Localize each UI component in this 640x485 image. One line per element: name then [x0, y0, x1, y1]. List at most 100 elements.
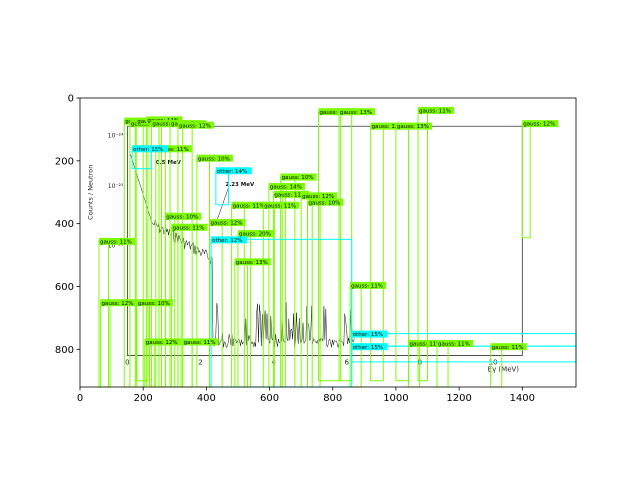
annotation-label: gauss: 11%: [100, 240, 132, 246]
x-tick-label: 1200: [446, 393, 471, 404]
annotation-label-background: [273, 190, 310, 198]
annotation-label-background: [98, 237, 135, 245]
annotation-label: other: 12%: [212, 238, 242, 244]
annotation-label-background: [171, 223, 208, 231]
annotation-label: gauss: 11%: [264, 203, 296, 209]
annotation-label: gauss: 11%: [233, 203, 265, 209]
annotation-label: other: 14%: [217, 169, 247, 175]
annotation-label: gauss: 10%: [282, 175, 314, 181]
annotation-label-background: [132, 145, 169, 153]
annotation-label-background: [408, 340, 445, 348]
annotation-label-background: [370, 122, 407, 130]
annotation-label: gauss: 11%: [152, 122, 184, 128]
annotation-label-background: [136, 299, 173, 307]
x-tick-label: 0: [77, 393, 83, 404]
annotation-label: gauss: 11%: [184, 340, 216, 346]
annotation-label: gauss: 12%: [523, 122, 555, 128]
annotation-label-background: [395, 122, 432, 130]
annotation-label: gauss: 10%: [308, 200, 340, 206]
y-tick-label: 0: [68, 94, 74, 105]
annotation-label: other: 15%: [133, 147, 163, 153]
peak-label: 2.23 MeV: [225, 182, 255, 188]
embedded-x-tick-label: 6: [345, 359, 350, 367]
annotation-label: gauss: 14%: [270, 185, 302, 191]
annotation-label: gauss: 11%: [320, 110, 352, 116]
annotation-label: gauss: 11%: [492, 345, 524, 351]
annotation-label-background: [268, 182, 305, 190]
annotation-label: gauss: 13%: [372, 124, 404, 130]
annotation-label: gauss: 13%: [397, 124, 429, 130]
annotation-label: gauss: 11%: [410, 342, 442, 348]
embedded-x-tick-label: 0: [125, 359, 129, 367]
x-tick-label: 200: [134, 393, 153, 404]
embedded-y-axis-label: Counts / Neutron: [87, 165, 95, 220]
annotation-label: gauss: 20%: [239, 232, 271, 238]
annotation-label: gauss: 12%: [179, 123, 211, 129]
annotation-label-background: [177, 121, 214, 129]
y-tick-label: 400: [55, 219, 74, 230]
y-tick-label: 800: [55, 345, 74, 356]
annotation-label: gauss: 10%: [138, 301, 170, 307]
y-tick-label: 200: [55, 156, 74, 167]
annotation-label-background: [339, 108, 376, 116]
annotation-label-background: [211, 236, 248, 244]
spectrum-trace: [130, 154, 355, 349]
annotation-label: other: 15%: [353, 345, 383, 351]
peak-label: 0.5 MeV: [156, 160, 182, 166]
annotation-label: gauss: 11%: [438, 342, 470, 348]
x-tick-label: 1000: [383, 393, 408, 404]
annotation-label-background: [307, 198, 344, 206]
annotation-label: other: 15%: [353, 332, 383, 338]
annotation-label: gauss: 12%: [146, 340, 178, 346]
peak-pointer: [215, 187, 229, 224]
annotation-label: gauss: 10%: [198, 156, 230, 162]
embedded-x-tick-label: 2: [198, 359, 202, 367]
embedded-x-axis-label: Eγ (MeV): [488, 365, 520, 373]
annotation-label-background: [351, 343, 388, 351]
x-tick-label: 1400: [510, 393, 535, 404]
embedded-y-tick-label: 10⁻²⁴: [108, 133, 124, 140]
annotation-label: gauss: 11%: [157, 147, 189, 153]
annotation-label: gauss: 12%: [102, 301, 134, 307]
annotation-label-background: [350, 281, 387, 289]
annotation-label-background: [237, 230, 274, 238]
embedded-y-tick-label: 10⁻²⁵: [108, 183, 124, 190]
annotation-label-background: [490, 343, 527, 351]
annotation-label-background: [351, 330, 388, 338]
annotation-label-background: [146, 116, 183, 124]
annotation-label-background: [280, 173, 317, 181]
annotation-label-layer: gauss: 11%gauss: 10%gauss: 12%gauss: 11%…: [98, 106, 559, 351]
annotation-label-background: [318, 108, 355, 116]
annotation-label-background: [215, 167, 252, 175]
annotation-label-background: [165, 212, 202, 220]
annotation-label: gauss: 12%: [302, 194, 334, 200]
x-tick-label: 800: [323, 393, 342, 404]
annotation-label: gauss: 11%: [173, 225, 205, 231]
embedded-x-tick-label: 10: [489, 359, 498, 367]
annotation-label: gauss: 13%: [236, 260, 268, 266]
annotation-label-background: [418, 106, 455, 114]
annotation-label-background: [263, 201, 300, 209]
annotation-label-background: [436, 340, 473, 348]
annotation-label-background: [301, 192, 338, 200]
annotation-label-background: [234, 258, 271, 266]
axes: 0 200 400 600 800 1000 1200 1400 0 200 400 600 800: [55, 94, 577, 404]
annotation-label: gauss: 11%: [419, 109, 451, 115]
annotation-label-background: [151, 120, 188, 128]
annotation-label-background: [182, 338, 219, 346]
annotation-label: gauss: 10%: [131, 122, 163, 128]
annotation-label: gauss: 13%: [340, 110, 372, 116]
annotation-label: gauss: 12%: [211, 221, 243, 227]
annotation-label-background: [209, 219, 246, 227]
annotation-label-background: [231, 201, 268, 209]
annotation-label-background: [155, 145, 192, 153]
y-tick-label: 600: [55, 282, 74, 293]
annotation-label-background: [144, 338, 181, 346]
annotation-label: gauss: 11%: [274, 192, 306, 198]
annotation-label-background: [522, 120, 559, 128]
annotation-label: gauss: 10%: [166, 214, 198, 220]
x-tick-label: 400: [197, 393, 216, 404]
annotation-label-background: [196, 154, 233, 162]
